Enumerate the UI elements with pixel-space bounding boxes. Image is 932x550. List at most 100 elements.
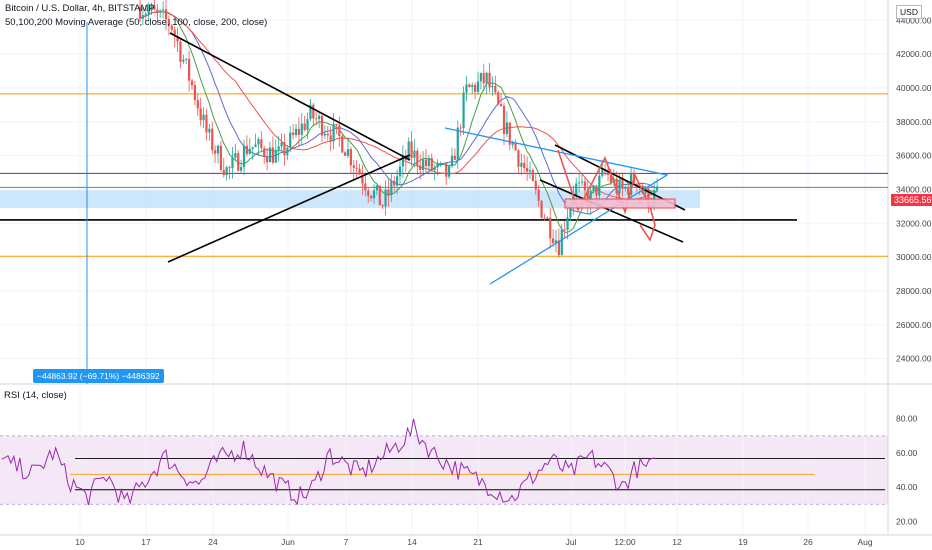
- candle-body: [326, 133, 329, 136]
- candle-body: [618, 180, 621, 194]
- rsi-tick-label: 80.00: [896, 414, 918, 424]
- candle-body: [401, 155, 404, 167]
- candle-body: [580, 181, 584, 183]
- price-tick-label: 32000.00: [896, 218, 932, 228]
- candle-body: [188, 58, 191, 81]
- candle-body: [320, 115, 324, 136]
- candle-body: [176, 36, 179, 42]
- candle-body: [419, 165, 422, 170]
- red-box: [564, 198, 676, 209]
- red-zigzag: [557, 149, 656, 242]
- candle-body: [159, 10, 162, 12]
- candle-body: [468, 84, 471, 88]
- candle-body: [222, 169, 225, 176]
- time-tick-label: 12: [672, 537, 682, 547]
- candle-body: [407, 141, 410, 161]
- price-tick-label: 26000.00: [896, 320, 932, 330]
- candle-body: [615, 178, 618, 194]
- candle-body: [274, 149, 277, 163]
- time-tick-label: Jun: [281, 537, 295, 547]
- candle-body: [268, 147, 272, 163]
- candle-body: [381, 205, 384, 207]
- candle-body: [185, 58, 188, 60]
- price-tick-label: 38000.00: [896, 117, 932, 127]
- candle-body: [502, 106, 506, 134]
- candle-body: [433, 167, 436, 170]
- candle-body: [396, 176, 399, 186]
- axes: 44000.00 42000.00 40000.00 38000.00 36000.00…: [75, 15, 931, 547]
- rsi-label[interactable]: RSI (14, close): [4, 390, 67, 401]
- candle-body: [162, 9, 165, 11]
- candle-body: [540, 200, 543, 218]
- candle-body: [511, 142, 514, 145]
- candle-body: [609, 175, 612, 183]
- candle-body: [546, 217, 549, 219]
- candle-body: [453, 155, 456, 160]
- candle-body: [456, 127, 459, 160]
- candle-body: [500, 104, 503, 107]
- candle-body: [372, 190, 376, 199]
- candle-body: [598, 175, 601, 196]
- candle-body: [656, 186, 659, 191]
- candle-body: [370, 195, 373, 199]
- candle-body: [517, 150, 520, 167]
- time-tick-label: 12:00: [614, 537, 636, 547]
- time-tick-label: 19: [738, 537, 748, 547]
- candle-body: [566, 217, 569, 230]
- candle-body: [497, 92, 500, 105]
- candle-body: [329, 135, 332, 142]
- candle-body: [462, 92, 465, 129]
- ma50-line: [139, 11, 658, 233]
- candle-body: [292, 132, 295, 136]
- time-tick-label: 26: [803, 537, 813, 547]
- candle-body: [592, 185, 595, 191]
- candle-body: [208, 128, 211, 133]
- candle-body: [476, 81, 480, 92]
- candle-body: [552, 238, 555, 244]
- time-tick-label: 7: [344, 537, 349, 547]
- channel-lower-line: [539, 179, 684, 243]
- rsi-tick-label: 40.00: [896, 482, 918, 492]
- candle-body: [505, 122, 508, 134]
- candle-body: [427, 158, 430, 167]
- candle-body: [393, 180, 396, 186]
- horizontal-levels[interactable]: [0, 22, 888, 384]
- price-tick-label: 24000.00: [896, 354, 932, 364]
- candle-body: [494, 85, 497, 93]
- candle-body: [315, 118, 318, 120]
- time-tick-label: Jul: [566, 537, 577, 547]
- candle-body: [482, 73, 485, 84]
- rsi-tick-label: 60.00: [896, 448, 918, 458]
- candle-body: [266, 157, 269, 163]
- candle-body: [263, 148, 266, 158]
- candle-body: [485, 72, 488, 84]
- drawings[interactable]: [167, 32, 686, 285]
- price-tick-label: 36000.00: [896, 151, 932, 161]
- ma-indicator-label[interactable]: 50,100,200 Moving Average (50, close, 10…: [5, 17, 268, 28]
- currency-button[interactable]: USD: [896, 5, 922, 19]
- candle-body: [309, 104, 312, 120]
- ma200-line: [139, 11, 658, 201]
- candle-body: [586, 190, 589, 206]
- price-tick-label: 40000.00: [896, 83, 932, 93]
- candle-body: [589, 190, 592, 206]
- candle-body: [138, 6, 142, 19]
- price-tick-label: 30000.00: [896, 252, 932, 262]
- candle-body: [164, 9, 168, 20]
- candle-body: [390, 180, 393, 196]
- candle-body: [442, 162, 445, 164]
- candle-body: [211, 128, 214, 151]
- price-tick-label: 44000.00: [896, 15, 932, 25]
- candle-body: [471, 84, 474, 88]
- candle-body: [260, 139, 263, 149]
- candle-body: [378, 185, 381, 206]
- candle-body: [479, 73, 482, 82]
- candle-body: [621, 180, 624, 189]
- candle-body: [575, 183, 578, 196]
- candle-body: [341, 136, 344, 153]
- candle-body: [627, 186, 630, 195]
- symbol-title[interactable]: Bitcoin / U.S. Dollar, 4h, BITSTAMP: [5, 3, 155, 14]
- candle-body: [413, 150, 416, 158]
